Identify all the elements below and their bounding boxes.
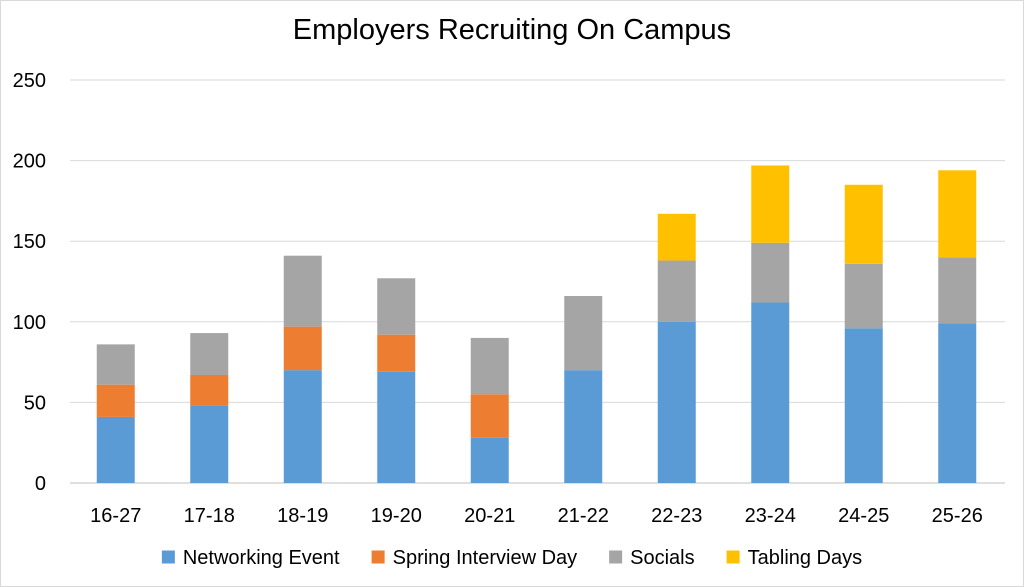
x-tick-label: 20-21 (464, 505, 515, 527)
bar-networking-event (657, 321, 696, 483)
y-tick-label: 100 (13, 312, 46, 334)
bar-socials (844, 263, 883, 329)
y-tick-label: 250 (13, 70, 46, 92)
chart-title: Employers Recruiting On Campus (292, 14, 732, 46)
y-tick-label: 50 (24, 392, 46, 414)
x-tick-label: 19-20 (371, 505, 422, 527)
y-tick-label: 200 (13, 151, 46, 173)
bar-spring-interview-day (96, 384, 135, 417)
x-tick-label: 22-23 (651, 505, 702, 527)
legend-swatch (371, 550, 385, 564)
legend-label: Spring Interview Day (393, 547, 578, 569)
bar-socials (96, 344, 135, 385)
bar-spring-interview-day (283, 326, 322, 371)
bar-networking-event (564, 370, 603, 483)
bar-networking-event (470, 437, 509, 483)
bar-spring-interview-day (470, 394, 509, 438)
bar-socials (657, 260, 696, 322)
bar-spring-interview-day (190, 374, 229, 406)
x-tick-label: 18-19 (277, 505, 328, 527)
bar-socials (190, 333, 229, 375)
legend-swatch (161, 550, 175, 564)
y-tick-label: 150 (13, 231, 46, 253)
x-tick-label: 24-25 (838, 505, 889, 527)
bar-tabling-days (657, 213, 696, 261)
legend-label: Socials (630, 547, 694, 569)
bar-tabling-days (938, 170, 977, 258)
legend-swatch (609, 550, 623, 564)
legend-label: Tabling Days (748, 547, 863, 569)
bar-networking-event (190, 405, 229, 483)
bar-networking-event (844, 328, 883, 483)
legend-label: Networking Event (183, 547, 340, 569)
x-tick-label: 16-27 (90, 505, 141, 527)
bar-socials (377, 278, 416, 335)
bar-socials (564, 296, 603, 371)
x-tick-label: 25-26 (932, 505, 983, 527)
bar-socials (751, 242, 790, 303)
x-tick-label: 17-18 (184, 505, 235, 527)
bar-networking-event (751, 302, 790, 483)
legend-swatch (726, 550, 740, 564)
y-tick-label: 0 (35, 473, 46, 495)
bar-tabling-days (751, 165, 790, 243)
bar-socials (283, 255, 322, 327)
bar-spring-interview-day (377, 334, 416, 372)
x-tick-label: 23-24 (745, 505, 796, 527)
bar-networking-event (938, 323, 977, 483)
bar-networking-event (377, 371, 416, 483)
bar-networking-event (96, 416, 135, 483)
bar-socials (470, 337, 509, 395)
bar-tabling-days (844, 184, 883, 264)
x-tick-label: 21-22 (558, 505, 609, 527)
bar-socials (938, 257, 977, 324)
bar-networking-event (283, 370, 322, 483)
